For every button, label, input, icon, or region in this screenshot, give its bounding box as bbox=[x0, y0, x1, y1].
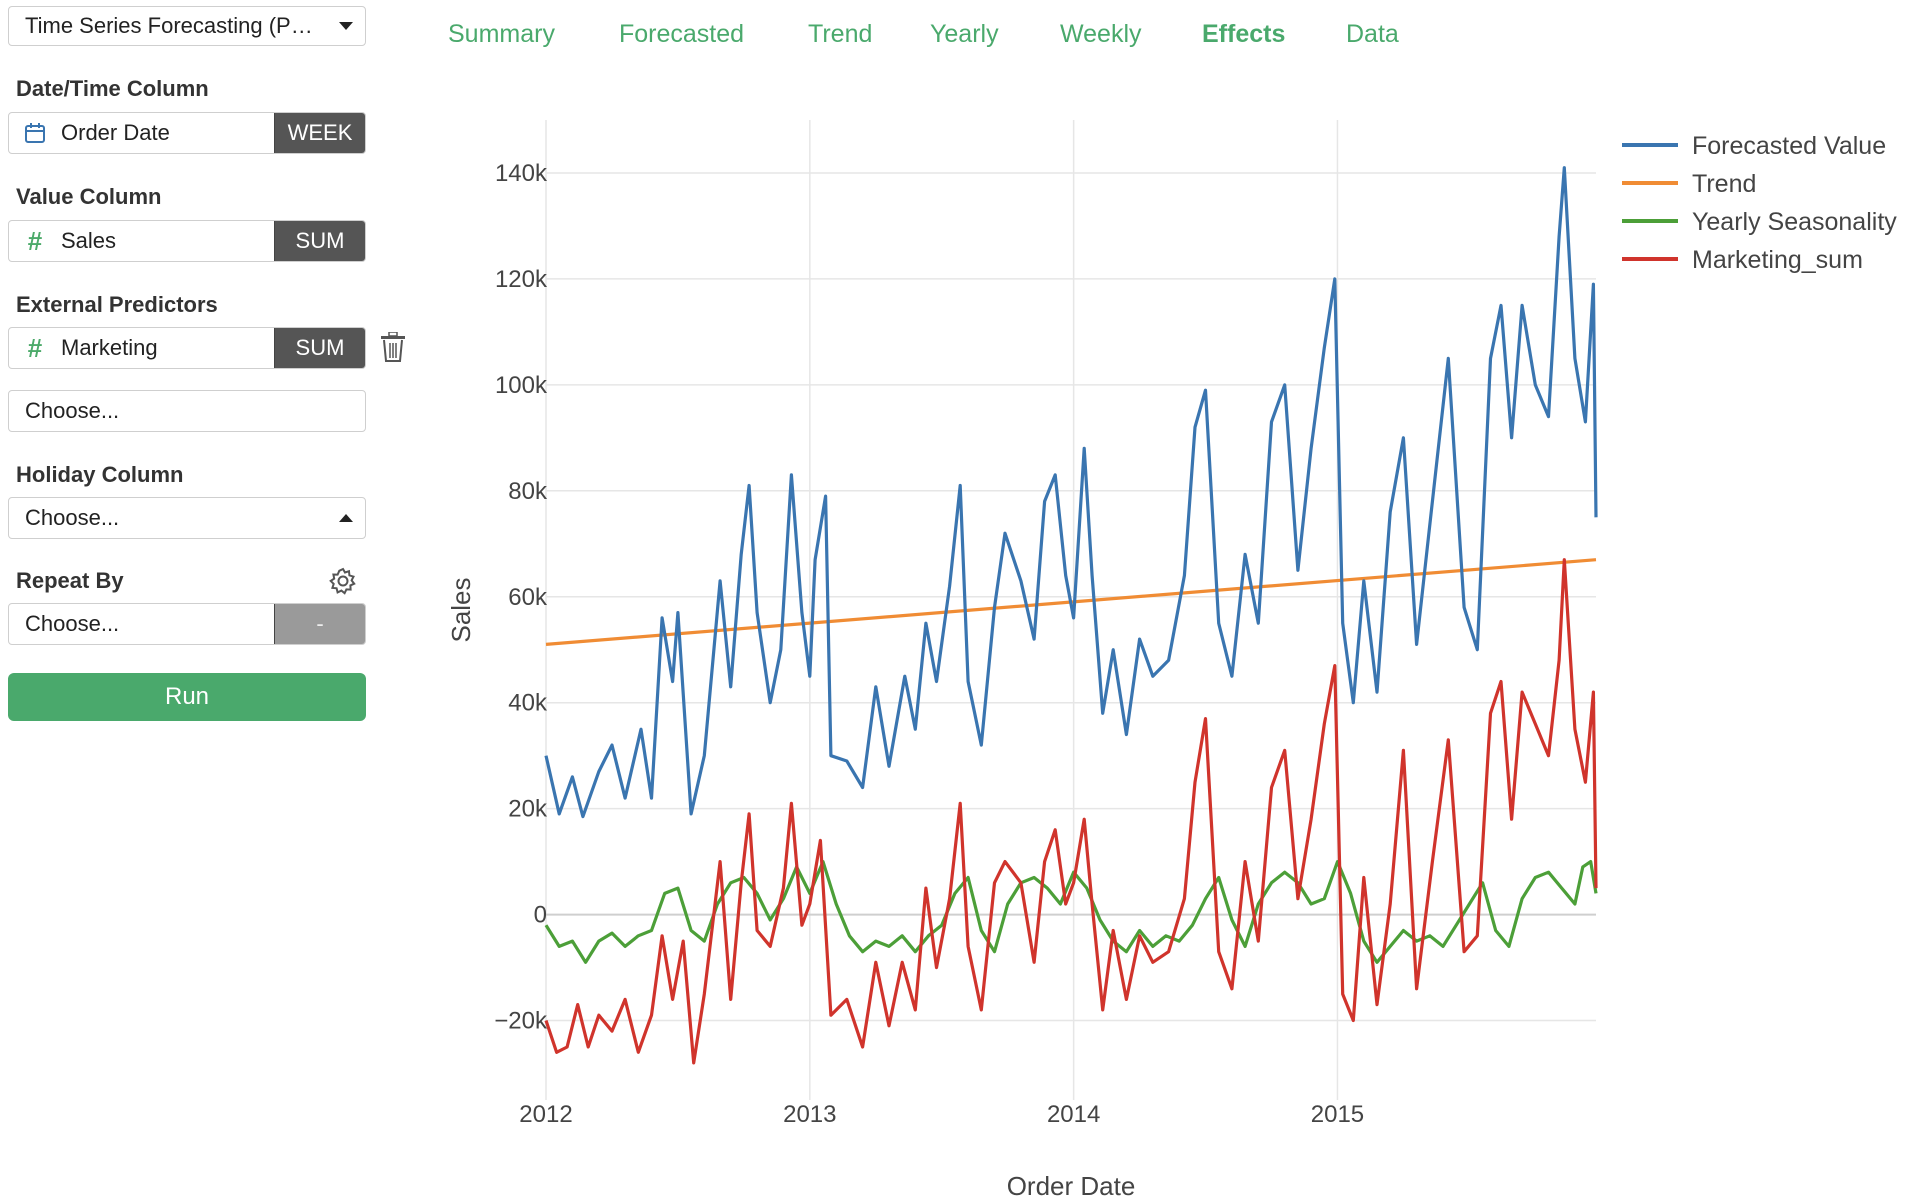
calendar-icon bbox=[9, 122, 61, 144]
chevron-down-icon bbox=[339, 22, 353, 30]
y-tick-label: 80k bbox=[508, 478, 548, 505]
hash-icon: # bbox=[27, 332, 43, 363]
repeat-by-field[interactable]: Choose... - bbox=[8, 603, 366, 645]
model-type-select[interactable]: Time Series Forecasting (P… bbox=[8, 6, 366, 46]
legend-label: Marketing_sum bbox=[1692, 246, 1863, 274]
y-tick-label: −20k bbox=[494, 1008, 548, 1035]
hash-icon: # bbox=[27, 225, 43, 256]
x-tick-label: 2015 bbox=[1311, 1101, 1364, 1128]
y-tick-label: 40k bbox=[508, 690, 548, 717]
tab-weekly[interactable]: Weekly bbox=[1060, 20, 1142, 48]
model-type-value: Time Series Forecasting (P… bbox=[25, 13, 313, 38]
holiday-column-value: Choose... bbox=[25, 505, 120, 530]
y-axis-title: Sales bbox=[446, 577, 476, 642]
datetime-column-field[interactable]: Order Date WEEK bbox=[8, 112, 366, 154]
predictor-choose-value: Choose... bbox=[25, 398, 120, 423]
value-column-field[interactable]: # Sales SUM bbox=[8, 220, 366, 262]
tab-forecasted[interactable]: Forecasted bbox=[619, 20, 745, 48]
datetime-unit-button[interactable]: WEEK bbox=[274, 113, 365, 153]
tab-effects[interactable]: Effects bbox=[1202, 20, 1286, 48]
x-axis-title: Order Date bbox=[1007, 1171, 1136, 1200]
repeat-by-value: Choose... bbox=[25, 611, 120, 636]
tab-trend[interactable]: Trend bbox=[808, 20, 873, 48]
value-column-value: Sales bbox=[61, 228, 117, 253]
y-tick-label: 140k bbox=[495, 160, 548, 187]
legend-label: Forecasted Value bbox=[1692, 132, 1886, 160]
chevron-up-icon bbox=[339, 514, 353, 522]
gear-icon[interactable] bbox=[328, 566, 358, 601]
predictor-value: Marketing bbox=[61, 335, 158, 360]
holiday-column-label: Holiday Column bbox=[16, 462, 184, 487]
y-tick-label: 120k bbox=[495, 266, 548, 293]
predictor-choose-select[interactable]: Choose... bbox=[8, 390, 366, 432]
run-button[interactable]: Run bbox=[8, 673, 366, 721]
series-line-marketing-sum bbox=[544, 558, 1598, 1065]
y-tick-label: 20k bbox=[508, 796, 548, 823]
y-tick-label: 0 bbox=[534, 902, 547, 929]
repeat-agg-button: - bbox=[274, 604, 365, 644]
sidebar: Time Series Forecasting (P… Date/Time Co… bbox=[0, 0, 405, 1200]
effects-chart: 2012 2013 2014 2015 −20k 0 20k 40k 60k 80k 100k 120… bbox=[446, 120, 1897, 1200]
repeat-by-label: Repeat By bbox=[16, 568, 124, 593]
series-line-forecasted-value bbox=[544, 166, 1598, 819]
value-agg-button[interactable]: SUM bbox=[274, 221, 365, 261]
y-tick-label: 60k bbox=[508, 584, 548, 611]
tab-data[interactable]: Data bbox=[1346, 20, 1399, 48]
tab-yearly[interactable]: Yearly bbox=[930, 20, 999, 48]
trash-icon[interactable] bbox=[380, 331, 406, 367]
series-line-yearly-seasonality bbox=[544, 860, 1598, 964]
y-tick-label: 100k bbox=[495, 372, 548, 399]
predictor-field[interactable]: # Marketing SUM bbox=[8, 327, 366, 369]
x-tick-label: 2014 bbox=[1047, 1101, 1100, 1128]
predictor-agg-button[interactable]: SUM bbox=[274, 328, 365, 368]
legend-label: Yearly Seasonality bbox=[1692, 208, 1897, 236]
tab-summary[interactable]: Summary bbox=[448, 20, 555, 48]
x-tick-label: 2013 bbox=[783, 1101, 836, 1128]
holiday-column-select[interactable]: Choose... bbox=[8, 497, 366, 539]
value-column-label: Value Column bbox=[16, 184, 162, 209]
legend-label: Trend bbox=[1692, 170, 1756, 198]
external-predictors-label: External Predictors bbox=[16, 292, 218, 317]
datetime-column-value: Order Date bbox=[61, 120, 170, 145]
datetime-column-label: Date/Time Column bbox=[16, 76, 209, 101]
x-tick-label: 2012 bbox=[519, 1101, 572, 1128]
